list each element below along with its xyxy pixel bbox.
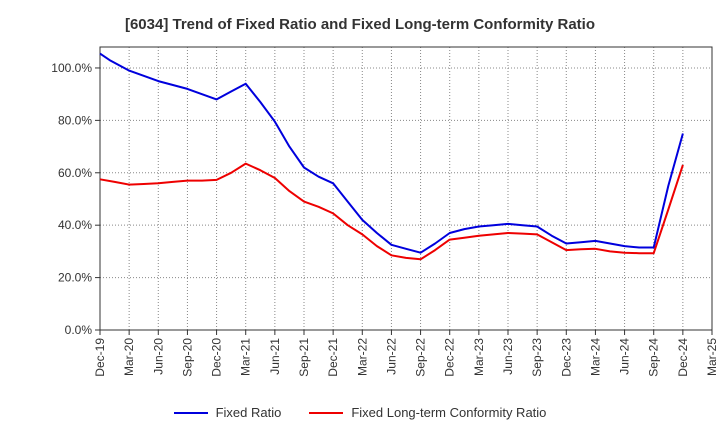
x-tick-label: Mar-22	[355, 338, 369, 376]
y-tick-label: 100.0%	[51, 61, 92, 75]
x-tick-label: Jun-24	[618, 338, 632, 375]
series-line-fixed-ratio	[99, 52, 684, 254]
y-tick-label: 60.0%	[58, 166, 92, 180]
x-tick-label: Sep-21	[297, 338, 311, 377]
x-tick-label: Dec-24	[676, 338, 690, 377]
series-line-fixed-long-term-conformity-ratio	[99, 162, 684, 261]
x-tick-label: Jun-21	[268, 338, 282, 375]
y-tick-label: 40.0%	[58, 218, 92, 232]
legend-label-fixed-long-term-conformity-ratio: Fixed Long-term Conformity Ratio	[351, 405, 547, 420]
x-tick-label: Mar-20	[122, 338, 136, 376]
x-tick-label: Jun-22	[384, 338, 398, 375]
legend: Fixed Ratio Fixed Long-term Conformity R…	[0, 405, 720, 420]
x-tick-label: Dec-19	[93, 338, 107, 377]
legend-item-fixed-ratio: Fixed Ratio	[173, 405, 282, 420]
x-tick-label: Mar-25	[705, 338, 719, 376]
x-tick-label: Sep-23	[530, 338, 544, 377]
plot-border	[99, 46, 713, 331]
chart-title: [6034] Trend of Fixed Ratio and Fixed Lo…	[124, 16, 596, 33]
x-tick-label: Sep-22	[414, 338, 428, 377]
legend-swatch-fixed-long-term-conformity-ratio	[309, 411, 344, 414]
x-tick-label: Mar-24	[588, 338, 602, 376]
x-tick-label: Mar-21	[239, 338, 253, 376]
y-tick-label: 80.0%	[58, 113, 92, 127]
y-tick-label: 0.0%	[65, 323, 93, 337]
x-tick-label: Jun-23	[501, 338, 515, 375]
x-tick-label: Mar-23	[472, 338, 486, 376]
legend-item-fixed-long-term-conformity-ratio: Fixed Long-term Conformity Ratio	[309, 405, 546, 420]
x-tick-label: Sep-20	[180, 338, 194, 377]
x-tick-label: Dec-23	[559, 338, 573, 377]
x-tick-label: Dec-22	[443, 338, 457, 377]
x-tick-label: Sep-24	[647, 338, 661, 377]
x-tick-label: Dec-21	[326, 338, 340, 377]
x-tick-label: Jun-20	[151, 338, 165, 375]
legend-swatch-fixed-ratio	[173, 411, 208, 414]
y-tick-label: 20.0%	[58, 271, 92, 285]
legend-label-fixed-ratio: Fixed Ratio	[215, 405, 282, 420]
x-tick-label: Dec-20	[210, 338, 224, 377]
